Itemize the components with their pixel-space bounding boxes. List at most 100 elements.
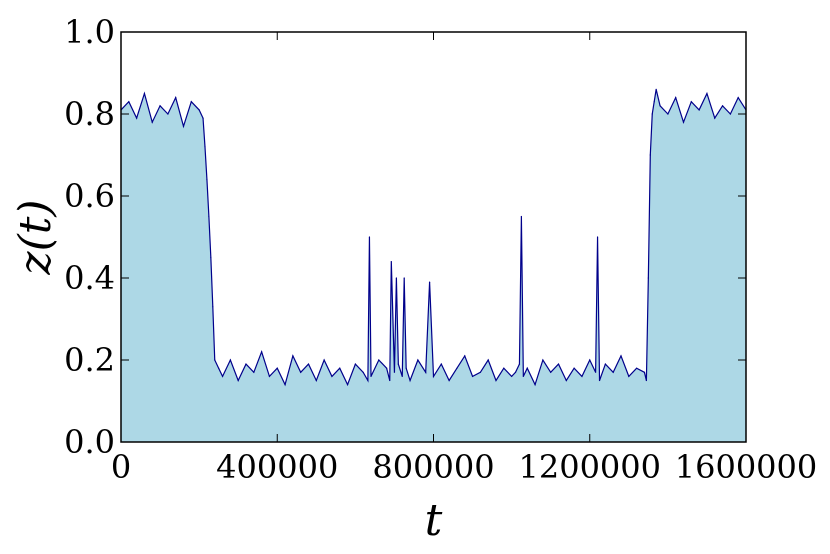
data-point bbox=[128, 101, 130, 103]
data-point bbox=[202, 117, 204, 119]
data-point bbox=[620, 355, 622, 357]
data-point bbox=[596, 236, 599, 238]
data-point bbox=[300, 371, 302, 373]
x-tick-label: 1200000 bbox=[518, 448, 661, 486]
x-tick-label: 1600000 bbox=[675, 448, 818, 486]
data-point bbox=[214, 359, 216, 361]
data-point bbox=[276, 367, 278, 369]
data-point bbox=[573, 367, 575, 369]
data-point bbox=[268, 375, 271, 377]
data-point bbox=[667, 113, 669, 115]
data-point bbox=[706, 92, 708, 95]
data-point bbox=[598, 379, 601, 382]
data-point bbox=[425, 371, 427, 373]
y-tick-label: 0.0 bbox=[64, 423, 115, 461]
data-point bbox=[182, 125, 185, 127]
data-point bbox=[204, 146, 206, 148]
y-tick-label: 0.2 bbox=[64, 341, 115, 379]
data-point bbox=[221, 375, 224, 377]
data-point bbox=[389, 379, 391, 382]
data-point bbox=[645, 379, 647, 382]
data-point bbox=[409, 379, 411, 382]
x-axis-label: t bbox=[425, 495, 443, 546]
data-point bbox=[511, 375, 513, 377]
data-point bbox=[655, 88, 657, 90]
data-point bbox=[206, 179, 208, 181]
data-point bbox=[370, 375, 372, 377]
data-point bbox=[167, 113, 169, 115]
data-point bbox=[210, 256, 212, 259]
data-point bbox=[229, 359, 231, 361]
data-point bbox=[612, 371, 614, 373]
data-point bbox=[218, 367, 220, 369]
data-point bbox=[331, 375, 333, 377]
data-point bbox=[522, 375, 524, 377]
data-point bbox=[284, 384, 286, 386]
series-line bbox=[120, 89, 747, 387]
data-point bbox=[390, 261, 392, 263]
data-point bbox=[464, 355, 466, 357]
data-point bbox=[636, 367, 638, 369]
data-point bbox=[534, 384, 536, 386]
data-point bbox=[651, 113, 653, 115]
data-point bbox=[401, 375, 403, 377]
data-point bbox=[456, 367, 458, 369]
data-point bbox=[675, 97, 677, 99]
data-point bbox=[653, 101, 655, 103]
data-point bbox=[386, 367, 388, 369]
y-tick-label: 0.6 bbox=[64, 177, 115, 215]
data-point bbox=[448, 379, 450, 382]
data-point bbox=[323, 359, 325, 361]
data-point bbox=[237, 379, 239, 382]
data-point bbox=[581, 375, 583, 377]
data-point bbox=[212, 306, 214, 308]
data-point bbox=[261, 351, 263, 353]
data-point bbox=[393, 371, 396, 373]
y-tick-label: 0.8 bbox=[64, 95, 115, 133]
data-point bbox=[690, 101, 692, 103]
data-point bbox=[253, 371, 255, 373]
data-point bbox=[643, 371, 646, 373]
data-point bbox=[208, 215, 210, 218]
data-point bbox=[354, 363, 356, 365]
data-point bbox=[417, 359, 419, 361]
data-point bbox=[339, 367, 341, 369]
plot-frame bbox=[120, 31, 747, 443]
y-axis-label: z(t) bbox=[10, 199, 61, 275]
y-tick-label: 0.4 bbox=[64, 259, 115, 297]
data-point bbox=[151, 121, 153, 123]
data-point bbox=[714, 117, 716, 119]
data-point bbox=[721, 105, 724, 107]
data-point bbox=[595, 371, 597, 373]
data-point bbox=[479, 371, 481, 373]
plot-area bbox=[120, 88, 747, 443]
data-point bbox=[495, 379, 497, 382]
data-point bbox=[403, 277, 405, 279]
data-point bbox=[682, 121, 685, 123]
x-tick-label: 800000 bbox=[372, 448, 494, 486]
x-tick-label: 0 bbox=[111, 448, 131, 486]
data-point bbox=[362, 371, 364, 373]
data-point bbox=[432, 375, 435, 377]
data-point bbox=[346, 384, 349, 386]
data-point bbox=[659, 105, 661, 107]
data-point bbox=[729, 113, 731, 115]
y-tick-label: 1.0 bbox=[64, 13, 115, 51]
data-point bbox=[440, 363, 442, 365]
data-point bbox=[557, 363, 560, 365]
data-point bbox=[245, 363, 247, 365]
data-point bbox=[737, 97, 739, 99]
data-point bbox=[565, 379, 567, 382]
data-point bbox=[292, 355, 294, 357]
data-point bbox=[518, 363, 521, 365]
data-point bbox=[698, 109, 700, 111]
data-point bbox=[175, 97, 177, 99]
data-point bbox=[604, 363, 606, 365]
data-point bbox=[368, 236, 371, 238]
data-point bbox=[143, 92, 146, 95]
data-point bbox=[307, 363, 310, 365]
data-point bbox=[514, 371, 517, 373]
data-point bbox=[550, 371, 552, 373]
data-point bbox=[649, 154, 651, 156]
